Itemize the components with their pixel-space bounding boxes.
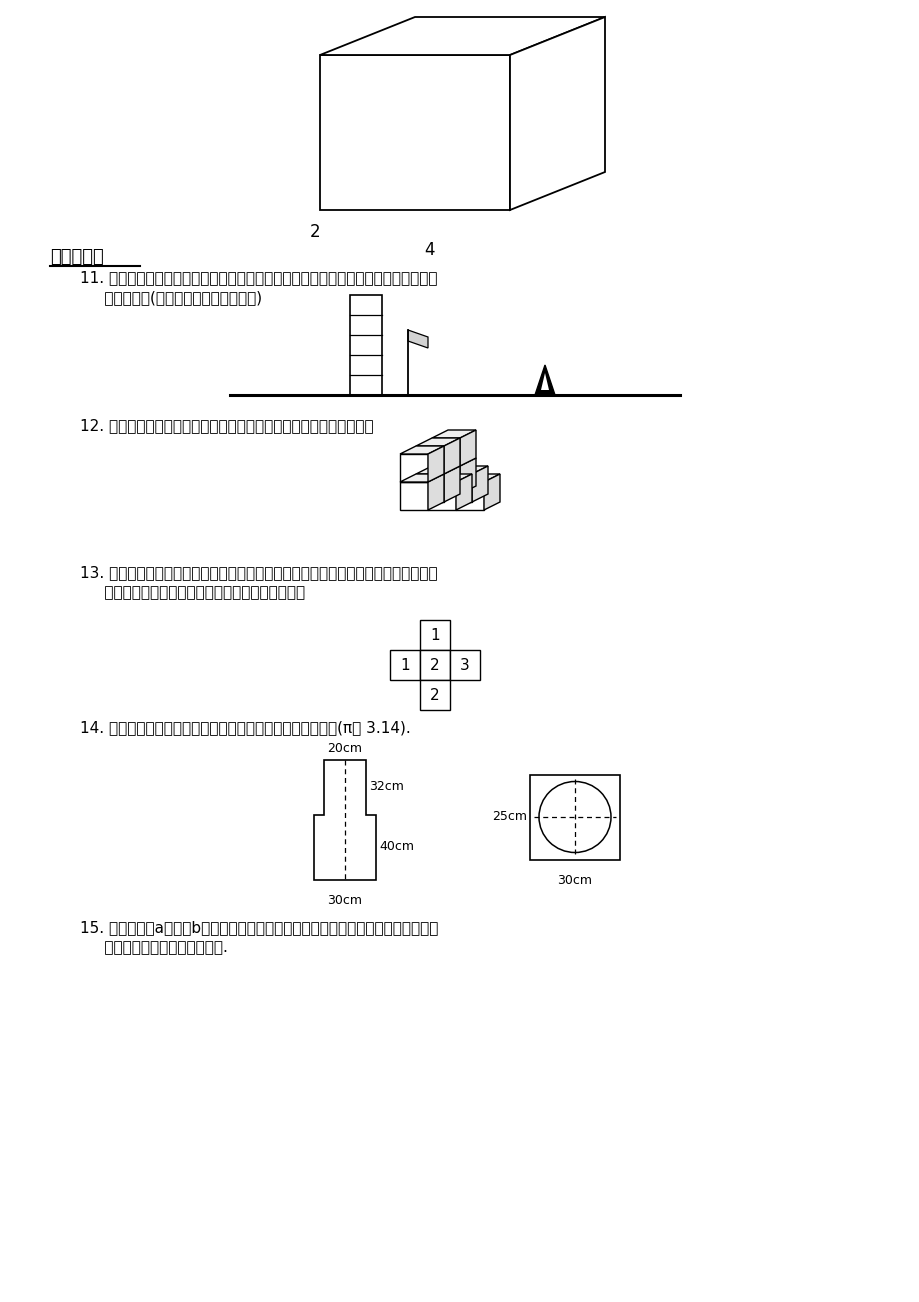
Bar (420, 620, 449, 650)
Polygon shape (400, 454, 427, 482)
Polygon shape (432, 437, 460, 466)
Polygon shape (400, 482, 427, 510)
Polygon shape (432, 430, 475, 437)
Polygon shape (444, 466, 487, 474)
Polygon shape (540, 372, 549, 391)
Text: 4: 4 (425, 241, 435, 259)
Text: 32cm: 32cm (369, 780, 403, 793)
Text: 30cm: 30cm (557, 874, 592, 887)
Text: 30cm: 30cm (327, 894, 362, 907)
Bar (349, 296, 381, 395)
Text: 三、解答题: 三、解答题 (50, 247, 104, 266)
Polygon shape (456, 474, 499, 482)
Polygon shape (444, 474, 471, 503)
Text: 下的影子．(不写作法，保留作图痕迹): 下的影子．(不写作法，保留作图痕迹) (80, 290, 262, 305)
Bar (420, 680, 449, 710)
Polygon shape (427, 474, 444, 510)
Polygon shape (415, 437, 460, 447)
Polygon shape (456, 474, 471, 510)
Text: 11. 楼房、旗杆在路灯下的影子如图所示，试确定路灯灯炮的位置，再作出小树在路灯: 11. 楼房、旗杆在路灯下的影子如图所示，试确定路灯灯炮的位置，再作出小树在路灯 (80, 270, 437, 285)
Text: 2: 2 (310, 223, 320, 241)
Polygon shape (313, 760, 376, 880)
Text: 2: 2 (430, 658, 439, 673)
Polygon shape (427, 474, 471, 482)
Polygon shape (415, 466, 460, 474)
Text: 13. 如图是由几个小立方块所搭几何体的俯视图，小正方形中的数字表示该位置小立方: 13. 如图是由几个小立方块所搭几何体的俯视图，小正方形中的数字表示该位置小立方 (80, 565, 437, 579)
Polygon shape (456, 482, 483, 510)
Text: 25cm: 25cm (492, 811, 527, 823)
Text: 2: 2 (430, 687, 439, 703)
Polygon shape (415, 474, 444, 503)
Polygon shape (432, 466, 460, 493)
Text: 1: 1 (400, 658, 409, 673)
Polygon shape (460, 430, 475, 466)
Text: 图形并求这两种圆柱的表面积.: 图形并求这两种圆柱的表面积. (80, 940, 228, 954)
Polygon shape (444, 437, 460, 474)
Polygon shape (444, 466, 460, 503)
Text: 14. 如图是一个几何体的主视图和俯视图，求该几何体的体积(π取 3.14).: 14. 如图是一个几何体的主视图和俯视图，求该几何体的体积(π取 3.14). (80, 720, 410, 736)
Polygon shape (509, 17, 605, 210)
Bar (420, 650, 449, 680)
Text: 20cm: 20cm (327, 742, 362, 755)
Text: 块的个数，请画出这个几何体的主视图和左视图．: 块的个数，请画出这个几何体的主视图和左视图． (80, 585, 305, 600)
Polygon shape (320, 17, 605, 55)
Text: 40cm: 40cm (379, 841, 414, 854)
Text: 3: 3 (460, 658, 470, 673)
Polygon shape (427, 482, 456, 510)
Text: 12. 画出图中的九块小立方块搭成几何体的主视图、左视图和俯视图．: 12. 画出图中的九块小立方块搭成几何体的主视图、左视图和俯视图． (80, 418, 373, 434)
Polygon shape (483, 474, 499, 510)
Text: 15. 拿一张长为a，宽为b的纸，作一圆柱的侧面，用不同的方法作成两种圆柱，画出: 15. 拿一张长为a，宽为b的纸，作一圆柱的侧面，用不同的方法作成两种圆柱，画出 (80, 921, 437, 935)
Polygon shape (407, 329, 427, 348)
Bar (390, 650, 420, 680)
Polygon shape (400, 447, 444, 454)
Polygon shape (535, 365, 554, 395)
Polygon shape (460, 458, 475, 493)
Polygon shape (415, 447, 444, 474)
Polygon shape (400, 474, 444, 482)
Polygon shape (320, 55, 509, 210)
Polygon shape (471, 466, 487, 503)
Text: 1: 1 (430, 628, 439, 642)
Bar (529, 775, 619, 861)
Polygon shape (427, 447, 444, 482)
Polygon shape (432, 458, 475, 466)
Bar (449, 650, 480, 680)
